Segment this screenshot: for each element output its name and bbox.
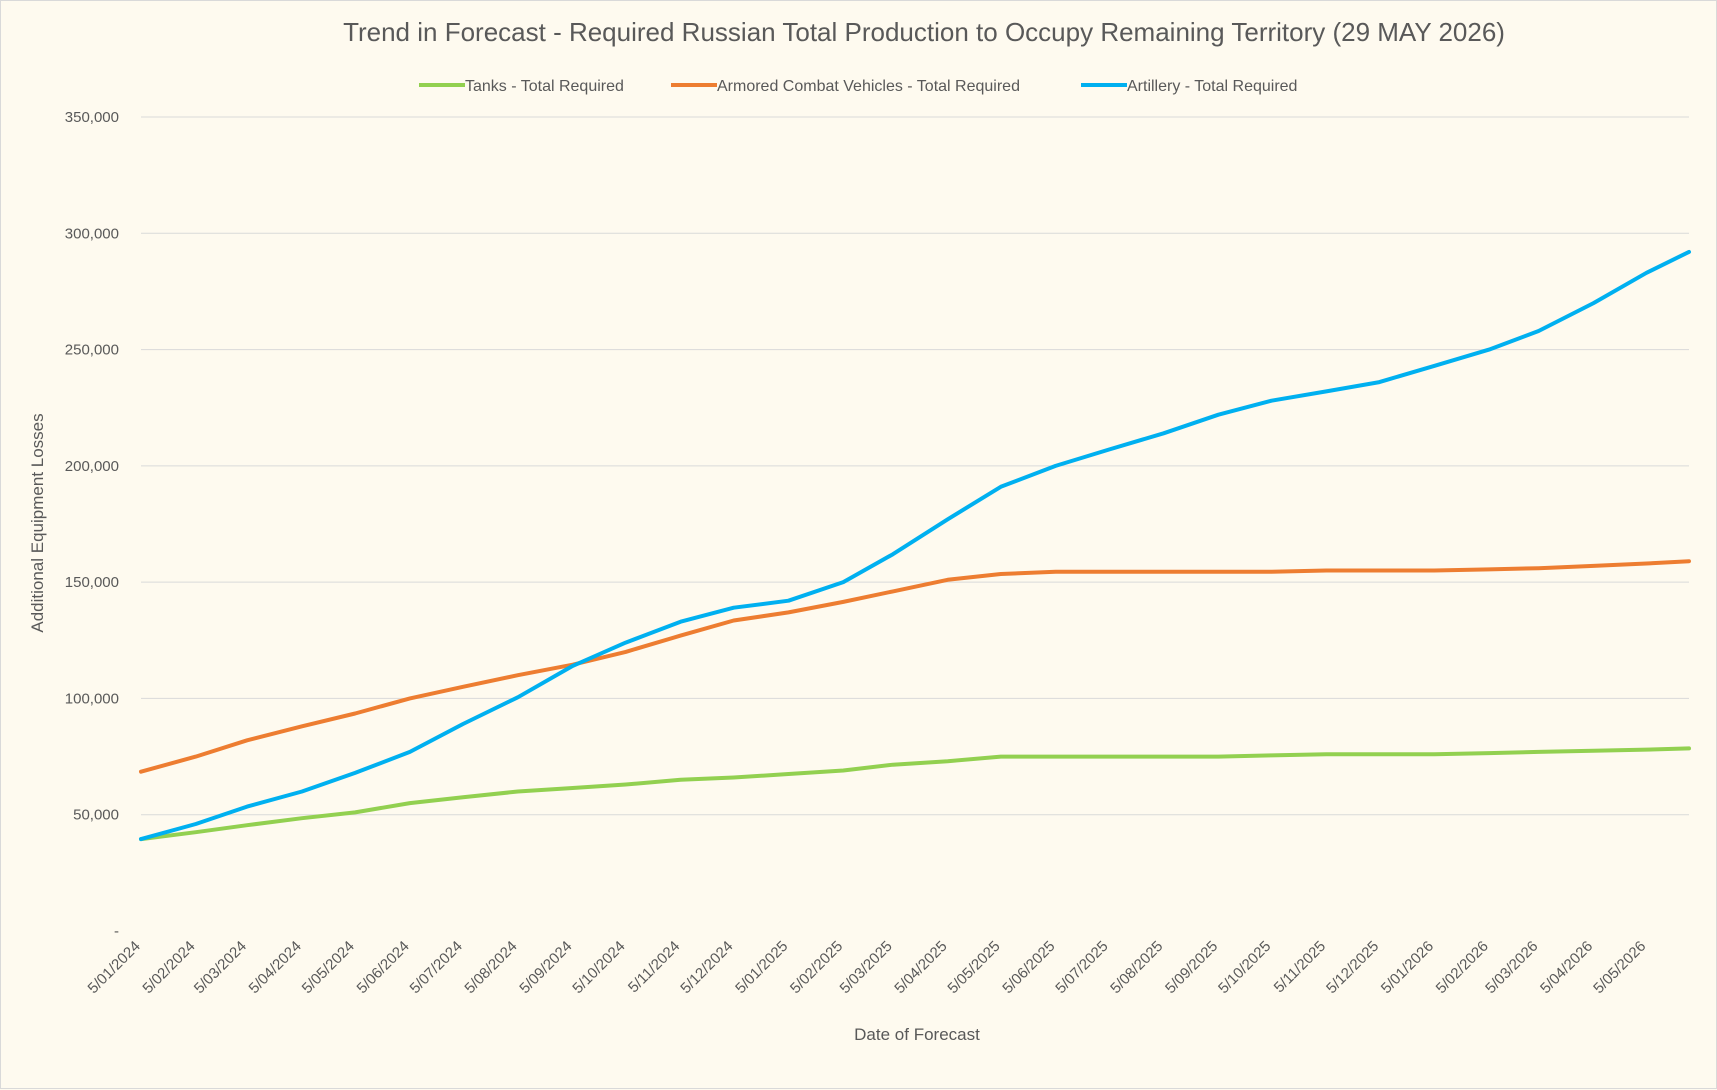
chart-title: Trend in Forecast - Required Russian Tot… [343, 17, 1505, 47]
gridlines [141, 116, 1689, 816]
x-tick-label: 5/05/2024 [299, 938, 358, 997]
x-tick-label: 5/07/2025 [1052, 938, 1111, 997]
x-tick-label: 5/09/2025 [1162, 938, 1221, 997]
legend-label: Artillery - Total Required [1127, 78, 1297, 95]
x-tick-label: 5/08/2025 [1107, 938, 1166, 997]
x-tick-label: 5/03/2024 [191, 938, 250, 997]
x-tick-label: 5/02/2025 [787, 938, 846, 997]
x-tick-label: 5/06/2024 [354, 938, 413, 997]
x-tick-label: 5/12/2024 [677, 938, 736, 997]
x-tick-label: 5/02/2024 [139, 938, 198, 997]
x-tick-label: 5/05/2026 [1590, 938, 1649, 997]
y-tick-label: 300,000 [65, 225, 119, 242]
y-tick-label: 150,000 [65, 574, 119, 591]
y-tick-label: 100,000 [65, 690, 119, 707]
x-tick-label: 5/01/2025 [732, 938, 791, 997]
x-tick-label: 5/08/2024 [461, 938, 520, 997]
x-tick-label: 5/03/2026 [1482, 938, 1541, 997]
x-tick-label: 5/10/2024 [569, 938, 628, 997]
legend-label: Tanks - Total Required [465, 78, 624, 95]
x-axis-label: Date of Forecast [854, 1025, 980, 1044]
x-tick-label: 5/09/2024 [516, 938, 575, 997]
y-tick-label: 350,000 [65, 109, 119, 126]
y-axis-label: Additional Equipment Losses [28, 413, 47, 632]
y-tick-label: 50,000 [73, 807, 119, 824]
x-tick-label: 5/04/2025 [891, 938, 950, 997]
x-tick-label: 5/02/2026 [1433, 938, 1492, 997]
y-tick-label: 250,000 [65, 342, 119, 359]
x-tick-label: 5/11/2025 [1271, 938, 1329, 996]
x-tick-label: 5/05/2025 [944, 938, 1003, 997]
y-axis-ticks: - 50,000 100,000 150,000 200,000 250,000 300,0… [65, 109, 119, 940]
x-tick-label: 5/10/2025 [1215, 938, 1274, 997]
legend-item: Tanks - Total Required [419, 78, 624, 95]
legend-label: Armored Combat Vehicles - Total Required [717, 78, 1020, 95]
x-tick-label: 5/03/2025 [837, 938, 896, 997]
x-tick-label: 5/12/2025 [1323, 938, 1382, 997]
x-tick-label: 5/04/2026 [1537, 938, 1596, 997]
legend-item: Armored Combat Vehicles - Total Required [671, 78, 1020, 95]
series-lines [139, 249, 1691, 842]
x-tick-label: 5/11/2024 [625, 938, 683, 996]
x-tick-label: 5/01/2026 [1378, 938, 1437, 997]
legend: Tanks - Total Required Armored Combat Veh… [419, 78, 1297, 95]
x-tick-label: 5/07/2024 [407, 938, 466, 997]
series-line [139, 249, 1691, 842]
y-tick-label: - [114, 923, 119, 940]
x-tick-label: 5/06/2025 [999, 938, 1058, 997]
x-tick-label: 5/04/2024 [246, 938, 305, 997]
x-axis-ticks: 5/01/20245/02/20245/03/20245/04/20245/05… [85, 938, 1650, 997]
series-line [139, 746, 1691, 842]
y-tick-label: 200,000 [65, 458, 119, 475]
x-tick-label: 5/01/2024 [85, 938, 144, 997]
series-line [139, 559, 1691, 774]
legend-item: Artillery - Total Required [1081, 78, 1297, 95]
